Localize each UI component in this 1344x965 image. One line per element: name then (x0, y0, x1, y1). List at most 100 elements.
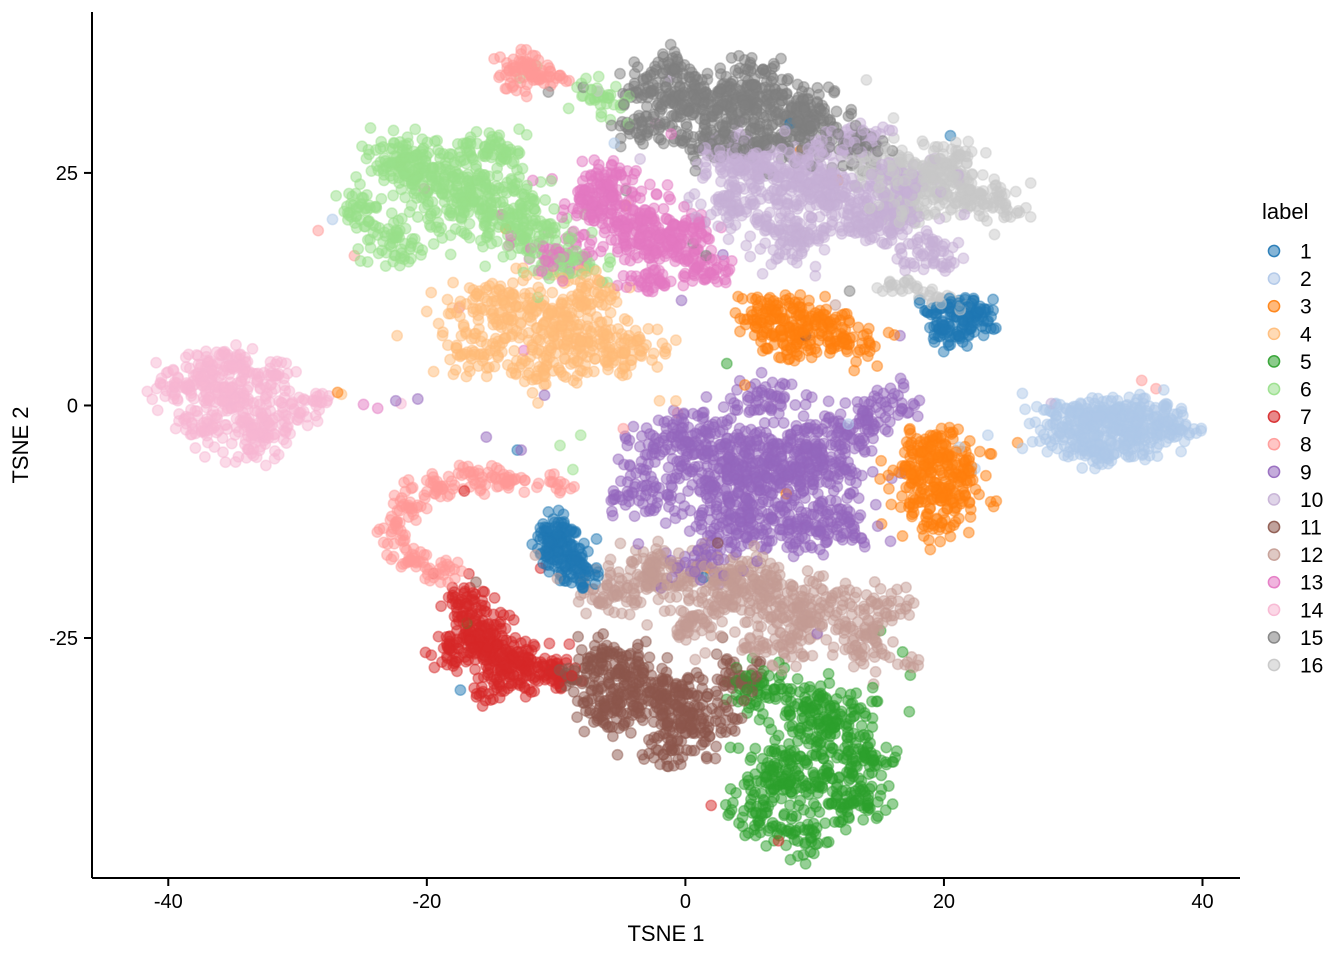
data-point-label-16 (860, 73, 873, 86)
data-point-label-5 (730, 786, 742, 799)
data-point-label-7 (488, 591, 501, 604)
data-point-label-9 (659, 517, 672, 530)
data-point-label-8 (617, 422, 630, 435)
data-point-label-15 (781, 74, 794, 87)
data-point-label-16 (962, 135, 975, 148)
data-point-label-4 (436, 329, 449, 342)
data-point-label-12 (790, 660, 803, 673)
data-point-label-15 (843, 285, 856, 298)
data-point-label-10 (722, 233, 735, 246)
data-point-label-2 (1076, 462, 1089, 474)
data-point-label-10 (878, 237, 891, 250)
data-point-label-4 (427, 365, 440, 378)
data-point-label-4 (653, 394, 666, 407)
data-point-label-6 (356, 140, 368, 153)
data-point-label-9 (884, 535, 897, 548)
data-point-label-1 (913, 297, 926, 309)
data-point-label-9 (700, 391, 713, 403)
data-point-label-6 (330, 189, 343, 202)
data-point-label-3 (979, 469, 992, 482)
data-point-label-3 (875, 454, 888, 467)
data-point-label-12 (861, 613, 874, 626)
data-point-label-14 (219, 456, 232, 469)
data-point-label-16 (887, 112, 900, 124)
data-point-label-8 (488, 52, 501, 65)
data-point-label-6 (574, 429, 587, 442)
data-point-label-9 (480, 431, 493, 444)
data-point-label-16 (917, 138, 930, 151)
data-point-label-13 (371, 402, 384, 415)
data-point-label-5 (896, 646, 909, 658)
data-point-label-12 (572, 595, 585, 608)
data-point-label-6 (387, 189, 400, 202)
data-point-label-14 (198, 450, 211, 463)
data-point-label-3 (973, 445, 986, 458)
data-point-label-14 (264, 356, 277, 368)
data-point-label-3 (962, 526, 975, 539)
data-point-label-16 (976, 168, 989, 181)
data-point-label-14 (182, 348, 195, 361)
data-point-label-4 (526, 386, 539, 399)
data-point-label-1 (942, 339, 955, 352)
data-point-label-8 (532, 477, 545, 490)
data-point-label-6 (562, 102, 575, 115)
data-point-label-6 (539, 194, 552, 206)
data-point-label-7 (435, 600, 448, 613)
data-point-label-6 (609, 80, 622, 93)
data-point-label-6 (416, 133, 429, 146)
data-point-label-5 (724, 741, 737, 754)
data-point-label-1 (590, 533, 603, 545)
data-point-label-10 (712, 220, 725, 233)
data-point-label-3 (882, 326, 895, 339)
data-point-label-3 (871, 360, 884, 373)
data-point-label-14 (150, 356, 163, 369)
data-point-label-4 (570, 376, 583, 389)
data-point-label-12 (641, 618, 654, 631)
data-point-label-11 (597, 627, 610, 640)
data-point-label-12 (869, 665, 882, 678)
data-point-label-14 (280, 357, 293, 370)
data-point-label-5 (866, 681, 879, 694)
data-point-label-12 (801, 564, 814, 577)
data-point-label-12 (817, 570, 830, 582)
data-point-label-6 (369, 144, 382, 156)
data-point-label-13 (357, 398, 370, 411)
data-point-label-13 (661, 179, 674, 191)
scatter-points (141, 38, 1208, 870)
data-point-label-14 (151, 404, 164, 417)
data-point-label-9 (866, 465, 879, 478)
data-point-label-7 (563, 638, 576, 651)
data-point-label-6 (566, 463, 579, 476)
data-point-label-10 (818, 243, 831, 256)
data-point-label-6 (387, 124, 400, 137)
data-point-label-10 (744, 250, 757, 263)
data-point-label-7 (458, 485, 471, 497)
data-point-label-11 (578, 725, 591, 738)
data-point-label-2 (1016, 387, 1029, 400)
data-point-label-4 (420, 305, 433, 318)
data-point-label-12 (728, 626, 741, 639)
data-point-label-7 (528, 640, 541, 653)
data-point-label-6 (479, 260, 492, 273)
data-point-label-5 (720, 357, 733, 370)
data-point-label-5 (784, 853, 797, 866)
data-point-label-9 (789, 399, 802, 411)
data-point-label-10 (952, 236, 965, 249)
data-point-label-12 (614, 537, 627, 550)
data-point-label-13 (662, 190, 675, 203)
data-point-label-11 (572, 630, 585, 643)
data-point-label-16 (979, 146, 992, 159)
data-point-label-3 (882, 482, 895, 495)
data-point-label-9 (628, 510, 641, 523)
data-point-label-2 (1019, 403, 1032, 416)
data-point-label-14 (246, 342, 259, 355)
data-point-label-12 (820, 633, 833, 646)
data-point-label-10 (809, 269, 822, 282)
data-point-label-6 (444, 248, 457, 261)
data-point-label-12 (689, 653, 702, 666)
data-point-label-12 (887, 635, 899, 648)
data-point-label-9 (869, 498, 882, 511)
data-point-label-10 (756, 267, 769, 280)
